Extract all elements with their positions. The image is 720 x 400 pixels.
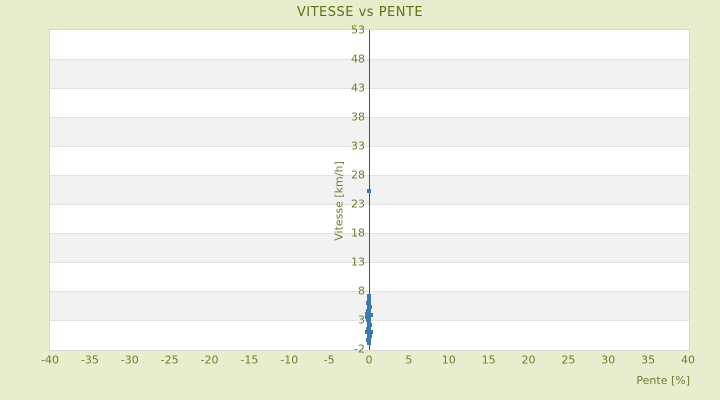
data-point — [364, 330, 369, 335]
x-tick-label: -30 — [120, 353, 139, 367]
y-tick-label: 23 — [351, 197, 365, 211]
x-tick-label: 35 — [641, 353, 656, 367]
chart-title: VITESSE vs PENTE — [296, 5, 424, 20]
x-tick-label: 20 — [521, 353, 536, 367]
x-tick-label: 15 — [481, 353, 496, 367]
data-point — [367, 189, 371, 194]
data-point — [367, 341, 371, 346]
x-tick-label: -35 — [80, 353, 99, 367]
x-axis-title: Pente [%] — [636, 374, 690, 387]
x-tick-label: -40 — [41, 353, 59, 367]
y-tick-label: 48 — [351, 52, 365, 66]
plot-area — [49, 29, 690, 351]
x-tick-label: 40 — [681, 353, 695, 367]
data-point — [364, 312, 369, 317]
x-tick-label: -20 — [200, 353, 219, 367]
y-axis-title: Vitesse [km/h] — [332, 161, 346, 241]
x-tick-label: 30 — [601, 353, 616, 367]
data-point — [364, 315, 369, 320]
y-tick-label: 53 — [351, 23, 365, 37]
y-tick-label: -2 — [354, 342, 365, 356]
y-tick-label: 13 — [351, 255, 365, 269]
y-tick-label: 33 — [351, 139, 365, 153]
x-tick-label: -5 — [323, 353, 335, 367]
x-tick-label: -15 — [240, 353, 259, 367]
data-point — [369, 329, 374, 334]
y-tick-label: 38 — [351, 110, 365, 124]
x-tick-label: 10 — [441, 353, 456, 367]
y-tick-label: 18 — [351, 226, 365, 240]
y-tick-label: 3 — [358, 313, 365, 327]
data-point — [367, 293, 371, 298]
x-tick-label: -25 — [160, 353, 179, 367]
x-tick-label: 5 — [405, 353, 413, 367]
y-tick-label: 43 — [351, 81, 365, 95]
x-tick-label: -10 — [280, 353, 299, 367]
y-tick-label: 28 — [351, 168, 365, 182]
x-tick-label: 25 — [561, 353, 576, 367]
x-tick-label: 0 — [365, 353, 373, 367]
y-tick-label: 8 — [358, 284, 365, 298]
